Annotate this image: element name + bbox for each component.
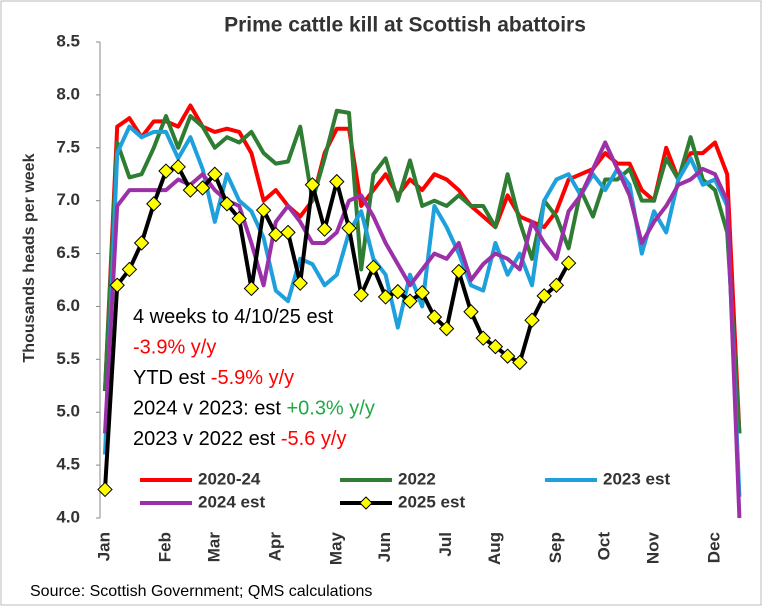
y-tick-label: 8.0: [56, 84, 80, 103]
point-marker: [170, 159, 186, 175]
point-marker: [146, 196, 162, 212]
x-tick-label: Aug: [485, 532, 504, 565]
annotation-part: 2024 v 2023: est: [133, 398, 286, 420]
point-marker: [487, 338, 504, 355]
point-marker: [121, 261, 138, 278]
chart-title: Prime cattle kill at Scottish abattoirs: [224, 14, 586, 37]
point-marker: [499, 348, 516, 364]
point-marker: [426, 309, 443, 325]
point-marker: [280, 224, 296, 241]
x-tick-label: Mar: [204, 532, 223, 563]
point-marker: [97, 481, 113, 498]
legend-label: 2023 est: [603, 469, 670, 488]
annotation: YTD est -5.9% y/y: [133, 367, 294, 389]
legend-label: 2024 est: [198, 492, 265, 511]
point-marker: [353, 287, 369, 303]
x-tick-label: Jul: [436, 532, 455, 557]
annotation-part: +0.3% y/y: [286, 398, 374, 420]
point-marker: [109, 277, 125, 293]
x-tick-label: Oct: [595, 532, 614, 561]
point-marker: [231, 210, 247, 227]
x-tick-label: Sep: [546, 532, 565, 563]
point-marker: [365, 259, 382, 276]
x-tick-label: Dec: [704, 532, 723, 563]
annotation: -3.9% y/y: [133, 337, 216, 359]
point-marker: [512, 354, 528, 371]
point-marker: [243, 280, 260, 297]
point-marker: [451, 263, 467, 280]
annotation: 2024 v 2023: est +0.3% y/y: [133, 398, 375, 420]
point-marker: [219, 196, 235, 212]
series-line: [103, 108, 742, 434]
point-marker: [475, 330, 491, 346]
y-tick-label: 5.0: [56, 402, 80, 421]
point-marker: [524, 312, 540, 328]
point-marker: [329, 173, 345, 190]
point-marker: [402, 293, 418, 309]
point-marker: [194, 180, 211, 196]
x-tick-label: May: [326, 531, 345, 565]
point-marker: [207, 166, 223, 182]
point-marker: [304, 177, 321, 193]
point-marker: [390, 283, 406, 300]
y-tick-label: 6.5: [56, 243, 80, 262]
point-marker: [536, 288, 552, 304]
source: Source: Scottish Government; QMS calcula…: [30, 583, 372, 600]
y-axis-label: Thousands heads per week: [21, 153, 38, 362]
annotation-part: YTD est: [133, 367, 211, 389]
annotation-part: -5.9% y/y: [211, 367, 294, 389]
point-marker: [463, 304, 479, 320]
y-tick-label: 8.5: [56, 31, 80, 50]
series-line: [103, 140, 742, 519]
point-marker: [414, 284, 430, 301]
y-tick-label: 4.0: [56, 507, 80, 526]
y-tick-label: 7.0: [56, 190, 80, 209]
point-marker: [341, 220, 357, 236]
x-tick-label: Jan: [94, 532, 113, 561]
point-marker: [548, 277, 565, 293]
y-tick-label: 4.5: [56, 455, 80, 474]
annotation-part: 4 weeks to 4/10/25 est: [133, 306, 334, 328]
point-marker: [377, 289, 394, 305]
point-marker: [292, 275, 308, 291]
legend-marker: [359, 496, 373, 510]
annotation: 4 weeks to 4/10/25 est: [133, 306, 334, 328]
series-line: [103, 103, 742, 434]
annotation-part: 2023 v 2022 est: [133, 428, 281, 450]
point-marker: [560, 255, 577, 271]
point-marker: [255, 202, 272, 218]
x-tick-label: Jun: [375, 532, 394, 562]
annotation: 2023 v 2022 est -5.6 y/y: [133, 428, 346, 450]
y-tick-label: 6.0: [56, 296, 80, 315]
point-marker: [133, 235, 150, 251]
annotation-part: -3.9% y/y: [133, 337, 216, 359]
legend-label: 2020-24: [198, 469, 261, 488]
legend-label: 2025 est: [398, 492, 465, 511]
y-tick-label: 5.5: [56, 349, 80, 368]
x-tick-label: Apr: [265, 532, 284, 562]
point-marker: [438, 320, 455, 337]
y-tick-label: 7.5: [56, 137, 80, 156]
x-tick-label: Nov: [643, 531, 662, 564]
legend-label: 2022: [398, 469, 436, 488]
point-marker: [158, 163, 174, 179]
point-marker: [182, 182, 199, 198]
point-marker: [268, 226, 284, 243]
annotation-part: -5.6 y/y: [281, 428, 347, 450]
x-tick-label: Feb: [155, 532, 174, 562]
point-marker: [316, 221, 333, 237]
